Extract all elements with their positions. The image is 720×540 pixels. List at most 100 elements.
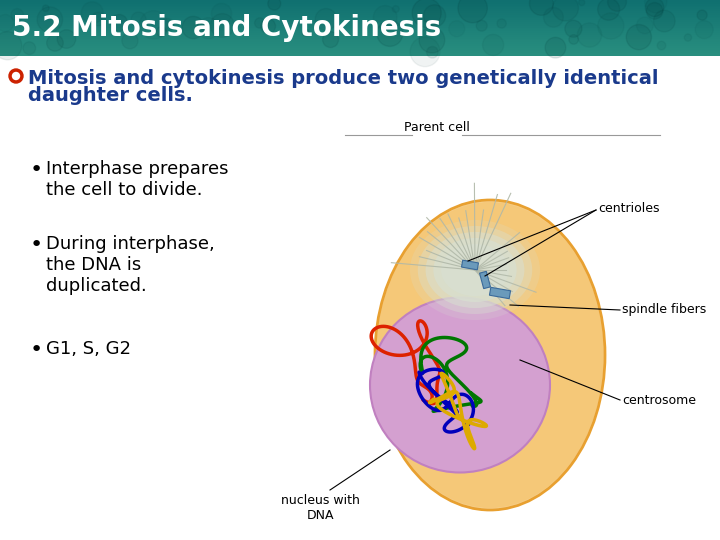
Ellipse shape (433, 238, 517, 302)
Bar (0, 46, 720, 49)
Bar (0, 20, 720, 23)
Text: •: • (30, 235, 43, 255)
Circle shape (0, 31, 22, 60)
Circle shape (12, 72, 19, 79)
Ellipse shape (377, 203, 603, 507)
Circle shape (392, 5, 399, 12)
Bar (0, 8, 720, 10)
Circle shape (458, 0, 487, 23)
Bar (0, 44, 720, 47)
Circle shape (598, 13, 624, 39)
Bar (0, 17, 720, 19)
Bar (0, 50, 720, 52)
Circle shape (552, 0, 578, 21)
Bar (0, 38, 720, 42)
Bar (0, 15, 720, 17)
Text: Mitosis and cytokinesis produce two genetically identical: Mitosis and cytokinesis produce two gene… (28, 69, 659, 88)
Text: G1, S, G2: G1, S, G2 (46, 340, 131, 358)
Bar (0, 48, 720, 51)
Bar (0, 37, 720, 39)
Circle shape (565, 20, 582, 37)
Circle shape (210, 14, 234, 37)
Circle shape (122, 33, 138, 49)
Circle shape (131, 12, 146, 27)
Bar (0, 26, 720, 29)
Circle shape (57, 30, 76, 48)
Bar (0, 4, 720, 6)
Circle shape (315, 9, 337, 30)
Bar (0, 22, 720, 25)
Ellipse shape (377, 203, 603, 507)
Circle shape (577, 23, 602, 47)
Text: Parent cell: Parent cell (404, 121, 470, 134)
Circle shape (419, 27, 445, 53)
Circle shape (482, 35, 504, 56)
Bar (0, 42, 720, 45)
Bar (0, 0, 720, 3)
Circle shape (261, 19, 276, 33)
Ellipse shape (410, 220, 540, 320)
Bar (0, 2, 720, 5)
Bar (0, 29, 720, 32)
Circle shape (697, 10, 707, 20)
Circle shape (255, 18, 265, 28)
Bar (0, 24, 720, 26)
Circle shape (598, 0, 620, 20)
Bar (0, 11, 720, 14)
Text: Interphase prepares
the cell to divide.: Interphase prepares the cell to divide. (46, 160, 228, 199)
Ellipse shape (375, 200, 605, 510)
Text: During interphase,
the DNA is
duplicated.: During interphase, the DNA is duplicated… (46, 235, 215, 295)
Ellipse shape (376, 201, 604, 509)
Bar (0, 31, 720, 34)
Circle shape (569, 35, 578, 44)
Bar (0, 40, 720, 43)
Bar (0, 51, 720, 54)
Text: centrioles: centrioles (598, 201, 660, 214)
Circle shape (654, 10, 675, 32)
Bar (0, 9, 720, 12)
Circle shape (626, 24, 652, 50)
Text: spindle fibers: spindle fibers (622, 302, 706, 315)
Bar (0, 55, 720, 540)
Polygon shape (462, 260, 479, 270)
Text: •: • (30, 160, 43, 180)
Bar (0, 18, 720, 21)
Circle shape (182, 16, 204, 39)
Polygon shape (480, 272, 490, 289)
Text: centrosome: centrosome (622, 394, 696, 407)
Bar (0, 53, 720, 56)
Circle shape (545, 37, 566, 58)
Circle shape (657, 41, 666, 50)
Circle shape (645, 0, 664, 17)
Ellipse shape (377, 202, 603, 508)
Circle shape (412, 0, 441, 28)
Bar (0, 28, 720, 30)
Ellipse shape (426, 232, 524, 308)
Bar (0, 33, 720, 36)
Circle shape (23, 42, 35, 55)
Bar (0, 5, 720, 8)
Circle shape (111, 15, 127, 31)
Circle shape (161, 18, 174, 31)
Circle shape (91, 12, 105, 26)
Circle shape (37, 7, 63, 32)
Circle shape (427, 46, 438, 58)
Ellipse shape (376, 201, 604, 509)
Circle shape (323, 32, 338, 48)
Ellipse shape (375, 200, 605, 510)
Bar (0, 13, 720, 16)
Bar (0, 35, 720, 38)
Ellipse shape (418, 226, 532, 314)
Circle shape (268, 0, 281, 10)
Circle shape (647, 3, 663, 19)
Text: daughter cells.: daughter cells. (28, 86, 193, 105)
Text: •: • (30, 340, 43, 360)
Circle shape (47, 35, 63, 51)
Circle shape (544, 8, 563, 27)
Circle shape (476, 21, 487, 31)
Circle shape (529, 0, 554, 15)
Polygon shape (490, 287, 510, 299)
Circle shape (497, 19, 506, 28)
Text: nucleus with
DNA: nucleus with DNA (281, 494, 359, 522)
Circle shape (684, 34, 692, 41)
